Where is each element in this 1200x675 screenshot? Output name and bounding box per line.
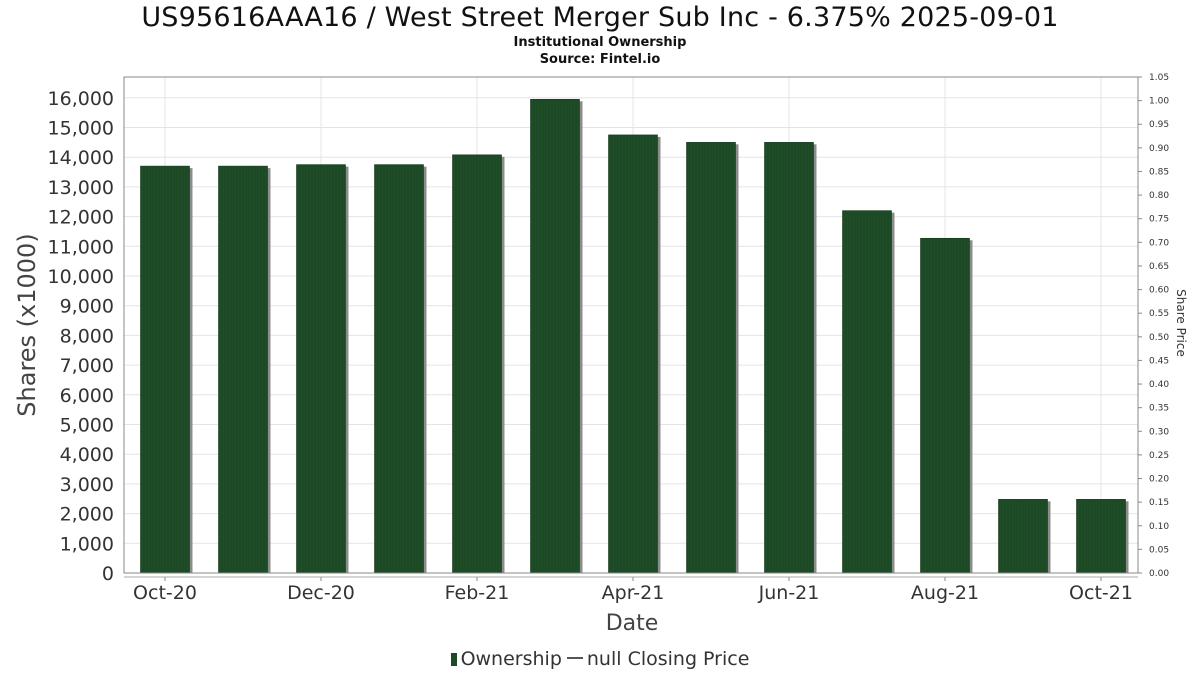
x-tick-label: Dec-20 xyxy=(287,582,355,604)
bar xyxy=(998,499,1048,574)
legend-price-label: null Closing Price xyxy=(586,648,750,670)
bar xyxy=(608,134,658,574)
x-tick-label: Aug-21 xyxy=(911,582,979,604)
x-axis-title: Date xyxy=(606,611,659,636)
y-tick-label: 1,000 xyxy=(60,533,114,555)
y-tick-label: 11,000 xyxy=(48,236,114,258)
y-tick-label: 3,000 xyxy=(60,474,114,496)
plot-frame xyxy=(123,76,1139,574)
y2-tick-label: 0.30 xyxy=(1149,427,1169,437)
y2-tick-label: 0.45 xyxy=(1149,356,1169,366)
y2-tick-label: 0.95 xyxy=(1149,120,1169,130)
y2-tick-label: 0.75 xyxy=(1149,215,1169,225)
bar xyxy=(218,165,268,574)
y2-tick-label: 0.60 xyxy=(1149,286,1169,296)
bar xyxy=(920,237,970,574)
y-tick-label: 12,000 xyxy=(48,207,114,229)
y2-tick-label: 0.85 xyxy=(1149,167,1169,177)
y-axis-title: Shares (x1000) xyxy=(13,233,41,416)
y2-tick-label: 0.05 xyxy=(1149,545,1169,555)
y-tick-label: 8,000 xyxy=(60,325,114,347)
y2-tick-label: 0.15 xyxy=(1149,498,1169,508)
legend-price-line xyxy=(566,657,583,659)
y2-tick-label: 1.00 xyxy=(1149,97,1169,107)
y-tick-label: 13,000 xyxy=(48,177,114,199)
x-tick-label: Feb-21 xyxy=(445,582,510,604)
bar xyxy=(452,154,502,574)
x-tick-label: Jun-21 xyxy=(758,582,820,604)
y-tick-label: 7,000 xyxy=(60,355,114,377)
bar xyxy=(686,142,736,574)
x-tick-label: Oct-20 xyxy=(133,582,197,604)
y-tick-label: 6,000 xyxy=(60,385,114,407)
y2-tick-label: 0.80 xyxy=(1149,191,1169,201)
chart-subtitle: Institutional Ownership xyxy=(513,35,687,50)
y-tick-label: 0 xyxy=(102,563,114,585)
bar xyxy=(530,98,580,574)
y-tick-label: 10,000 xyxy=(48,266,114,288)
y2-tick-label: 1.05 xyxy=(1149,73,1169,83)
y-tick-label: 16,000 xyxy=(48,88,114,110)
legend-ownership-swatch xyxy=(450,653,457,666)
y-tick-label: 5,000 xyxy=(60,414,114,436)
y2-tick-label: 0.25 xyxy=(1149,451,1169,461)
y-tick-label: 15,000 xyxy=(48,117,114,139)
y2-tick-label: 0.40 xyxy=(1149,380,1169,390)
y2-tick-label: 0.55 xyxy=(1149,309,1169,319)
bar xyxy=(374,164,424,574)
x-tick-label: Apr-21 xyxy=(602,582,665,604)
chart-svg: 0 1,000 2,000 3,000 4,000 5,000 6,000 7,000 8,00… xyxy=(13,73,1188,636)
y-tick-label: 14,000 xyxy=(48,147,114,169)
bar xyxy=(296,164,346,574)
x-tick-label: Oct-21 xyxy=(1069,582,1133,604)
y2-tick-label: 0.90 xyxy=(1149,144,1169,154)
y-tick-label: 9,000 xyxy=(60,296,114,318)
y2-tick-label: 0.70 xyxy=(1149,238,1169,248)
bar xyxy=(1076,499,1126,574)
y2-tick-label: 0.35 xyxy=(1149,404,1169,414)
y2-axis-title: Share Price xyxy=(1174,289,1188,357)
y2-tick-label: 0.00 xyxy=(1149,569,1169,579)
chart-title: US95616AAA16 / West Street Merger Sub In… xyxy=(141,2,1059,33)
y-tick-label: 4,000 xyxy=(60,444,114,466)
bar xyxy=(842,210,892,574)
legend: Ownership null Closing Price xyxy=(0,648,1200,670)
bar xyxy=(140,165,190,574)
y-tick-label: 2,000 xyxy=(60,504,114,526)
y2-tick-label: 0.50 xyxy=(1149,333,1169,343)
chart-source: Source: Fintel.io xyxy=(539,52,661,67)
y2-tick-label: 0.20 xyxy=(1149,475,1169,485)
bar xyxy=(764,142,814,574)
y2-tick-label: 0.10 xyxy=(1149,522,1169,532)
legend-ownership-label: Ownership xyxy=(460,648,562,670)
y2-tick-label: 0.65 xyxy=(1149,262,1169,272)
